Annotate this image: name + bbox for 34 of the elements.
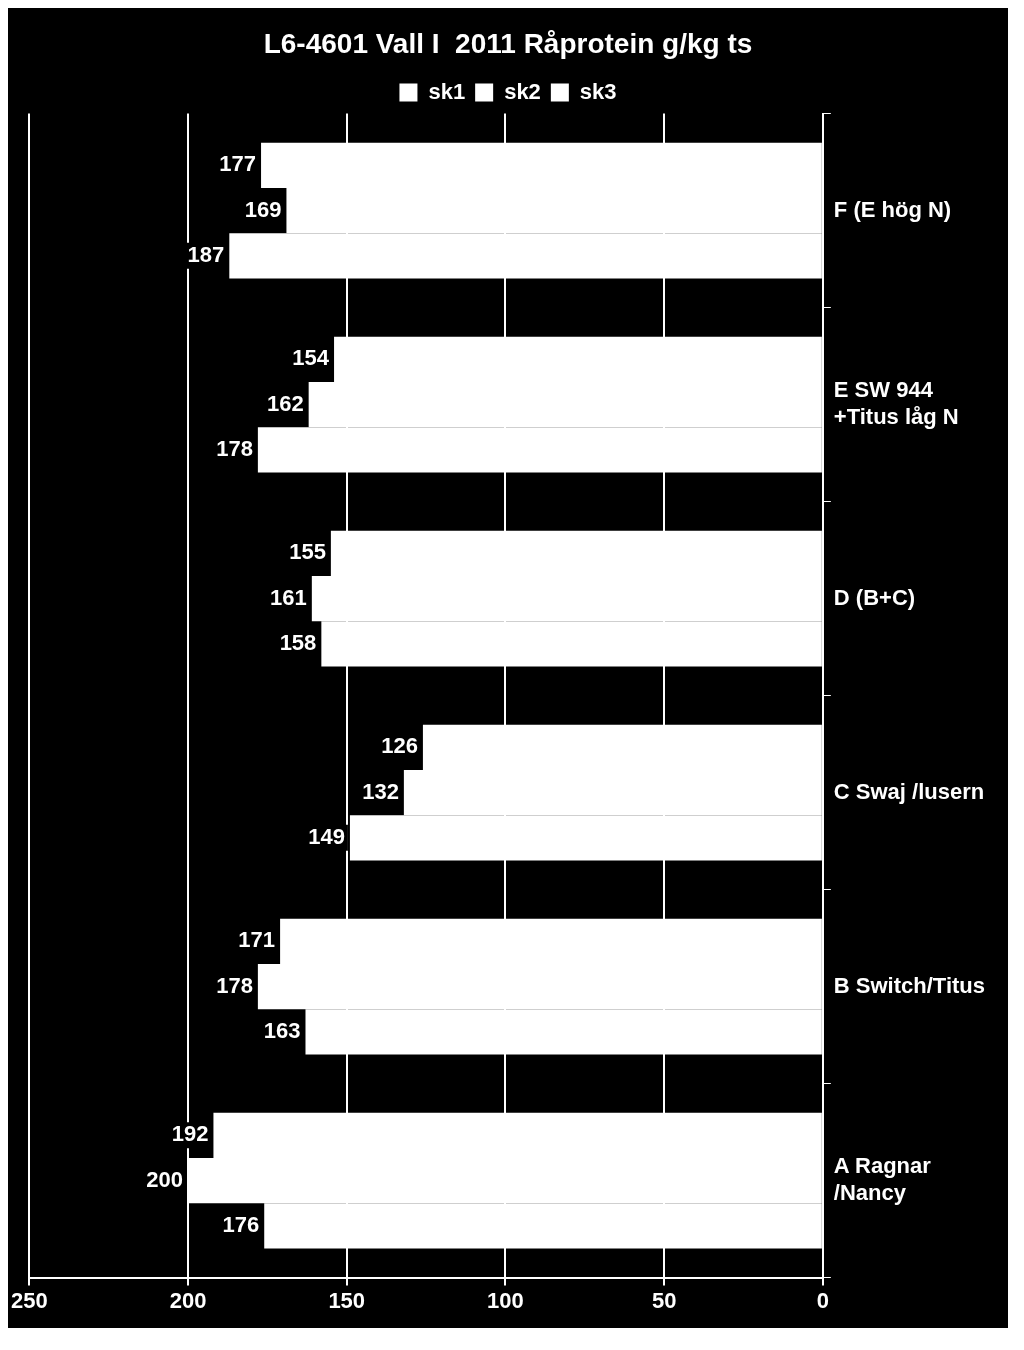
x-tick-label: 250 <box>10 1287 48 1313</box>
data-label: 192 <box>171 1121 209 1147</box>
x-tick-label: 0 <box>816 1287 829 1313</box>
y-tick-label: A Ragnar /Nancy <box>833 1153 932 1205</box>
data-label: 154 <box>292 345 330 371</box>
x-tick-label: 200 <box>169 1287 207 1313</box>
data-label: 177 <box>219 151 257 177</box>
data-label: 155 <box>289 539 326 565</box>
data-label: 171 <box>238 927 276 953</box>
data-label: 187 <box>187 241 225 267</box>
data-label: 161 <box>270 584 307 610</box>
data-label: 178 <box>216 972 253 998</box>
x-tick-label: 150 <box>328 1287 366 1313</box>
y-tick-label: D (B+C) <box>833 584 916 610</box>
y-tick-label: B Switch/Titus <box>833 972 986 998</box>
legend-label: sk1 <box>428 78 466 104</box>
data-label: 169 <box>244 196 282 222</box>
x-tick-label: 100 <box>487 1287 524 1313</box>
data-label: 200 <box>146 1166 184 1192</box>
data-label: 149 <box>308 823 345 849</box>
data-label: 132 <box>362 778 399 804</box>
data-label: 176 <box>222 1211 260 1237</box>
data-label: 178 <box>216 435 253 461</box>
legend-label: sk3 <box>579 78 617 104</box>
data-label: 163 <box>263 1017 301 1043</box>
data-label: 126 <box>381 733 418 759</box>
y-tick-label: F (E hög N) <box>833 196 952 222</box>
y-tick-label: E SW 944 +Titus låg N <box>833 377 959 429</box>
legend-label: sk2 <box>504 78 541 104</box>
y-tick-label: C Swaj /lusern <box>833 778 985 804</box>
x-tick-label: 50 <box>651 1287 677 1313</box>
data-label: 158 <box>279 629 317 655</box>
chart-title: L6-4601 Vall I 2011 Råprotein g/kg ts <box>263 27 753 59</box>
data-label: 162 <box>266 390 304 416</box>
